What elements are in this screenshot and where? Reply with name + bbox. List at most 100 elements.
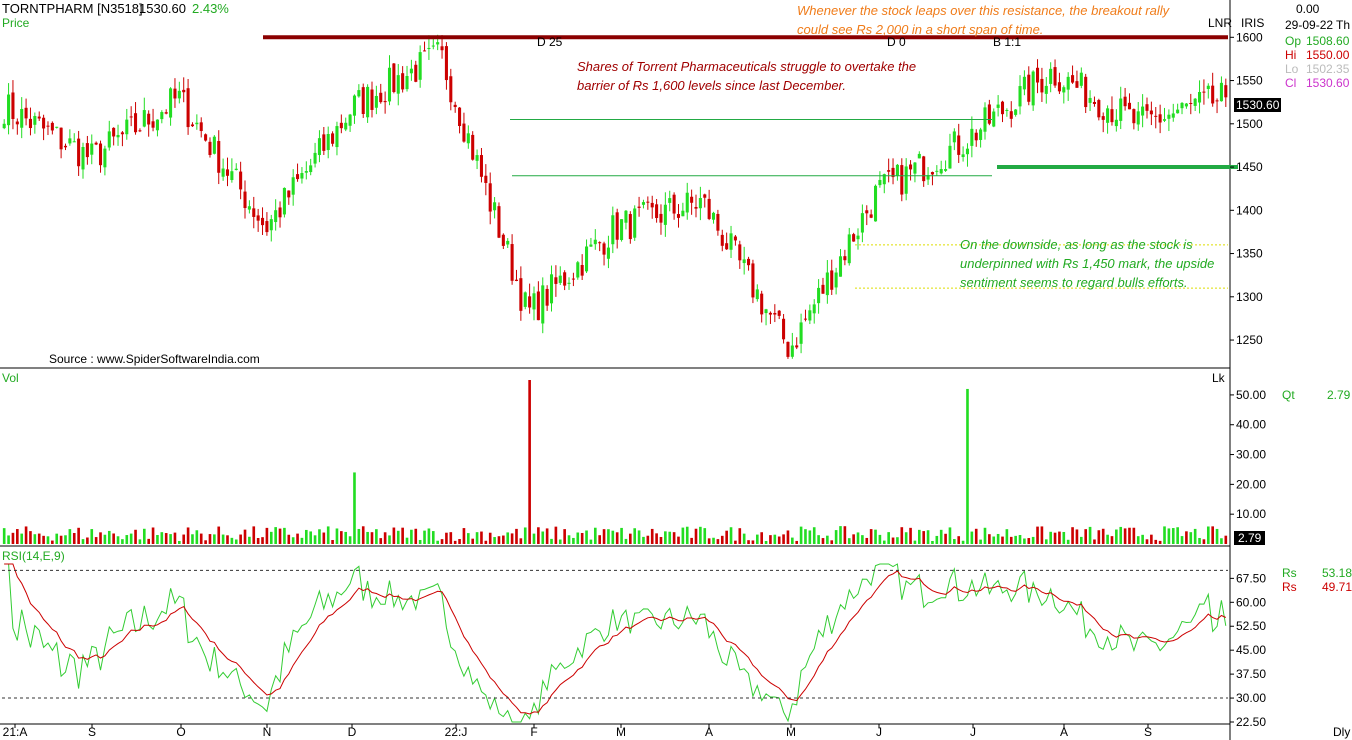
volume-bar [633,528,637,544]
volume-bar [129,533,133,544]
candle-body [11,92,15,120]
candle-body [1079,72,1083,86]
price-pane[interactable] [2,34,1228,359]
candle-body [59,127,63,150]
volume-bar [791,537,794,544]
volume-bar [1062,531,1066,544]
candle-body [151,121,155,128]
candle-body [681,210,685,217]
volume-bar [773,534,777,544]
volume-bar [1005,529,1009,544]
candle-body [81,147,85,170]
volume-bar [160,532,164,544]
volume-bar [734,540,737,544]
volume-bar [650,528,654,544]
candle-body [825,272,829,296]
candle-body [1005,110,1009,112]
volume-bar [239,534,242,544]
candle-body [1127,102,1132,110]
candle-body [497,206,501,238]
volume-bar [602,529,606,544]
candle-body [523,292,527,307]
volume-bar [300,537,304,544]
volume-bar [1044,539,1048,544]
volume-bar [357,528,361,544]
timeframe-label[interactable]: Dly [1333,725,1351,739]
volume-bar [659,536,663,544]
volume-bar [826,535,829,544]
candle-body [431,45,435,47]
volume-bar [620,527,623,544]
candle-body [190,124,195,127]
volume-bar [322,532,326,544]
volume-bar [405,537,409,544]
candle-body [948,145,952,169]
candle-body [405,75,409,90]
candle-body [711,212,716,220]
candle-body [1097,100,1101,118]
volume-bar [830,540,834,544]
candle-body [965,148,970,155]
volume-bar [738,528,742,544]
iris-label[interactable]: IRIS [1241,16,1265,30]
candle-body [204,134,208,141]
volume-bar [523,527,527,544]
candle-body [777,310,781,316]
price-axis-label: 1250 [1236,333,1263,347]
volume-bar [966,388,969,544]
volume-bar [1123,528,1127,544]
volume-bar [812,527,816,544]
candle-body [501,234,505,246]
volume-bar [970,531,974,544]
volume-bar [685,526,689,544]
volume-bar [843,526,847,544]
lnr-label[interactable]: LNR [1208,16,1233,30]
volume-bar [77,527,80,544]
candle-body [164,112,168,114]
rsi-pane[interactable] [2,563,1228,723]
candle-body [593,239,597,245]
candle-body [414,64,418,82]
candle-body [580,264,584,276]
volume-pane[interactable] [2,380,1228,544]
ohlc-high-label: Hi [1285,48,1297,62]
volume-bar [94,537,98,544]
candle-body [869,214,873,218]
time-axis-label: J [970,725,976,739]
candle-body [199,122,203,132]
volume-bar [488,532,492,544]
volume-bar [1097,530,1101,544]
volume-bar [1075,529,1079,544]
candle-body [694,207,698,209]
volume-bar [234,539,238,544]
volume-bar [777,536,781,544]
volume-bar [427,528,431,544]
volume-bar [99,532,102,544]
volume-bar [24,526,28,544]
candle-body [90,143,94,155]
candle-body [926,175,930,180]
rsi-signal-label: Rs [1282,580,1297,594]
candle-body [296,174,300,180]
candle-body [488,183,492,212]
candle-body [729,233,733,250]
candle-body [646,201,650,203]
candle-body [909,164,913,170]
candle-body [615,212,619,240]
time-axis-label: O [176,725,185,739]
volume-bar [852,534,855,544]
candle-body [558,275,562,283]
volume-bar [138,539,142,544]
candle-body [650,202,654,208]
candle-body [882,174,886,185]
volume-bar [681,527,685,544]
volume-bar [217,526,221,544]
rsi-axis-label: 30.00 [1236,691,1266,705]
candle-body [549,274,554,304]
candle-body [462,123,466,142]
volume-bar [707,538,711,544]
candle-body [471,134,475,160]
candle-body [891,167,895,178]
candle-body [304,171,308,173]
